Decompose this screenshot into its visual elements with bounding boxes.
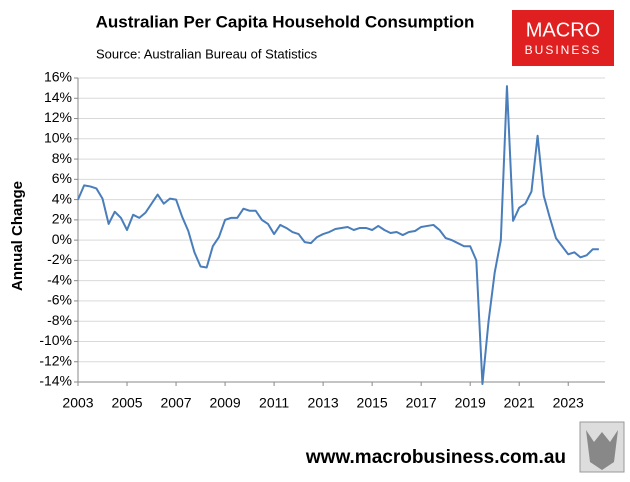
x-tick-label: 2019 (455, 395, 486, 411)
logo-box (512, 10, 614, 66)
x-tick-label: 2005 (111, 395, 142, 411)
x-tick-label: 2009 (209, 395, 240, 411)
x-tick-label: 2021 (504, 395, 535, 411)
y-tick-label: 0% (52, 231, 72, 247)
footer: www.macrobusiness.com.au (305, 447, 566, 468)
chart-subtitle: Source: Australian Bureau of Statistics (96, 46, 318, 61)
logo-text: BUSINESS (525, 43, 602, 57)
x-tick-label: 2023 (553, 395, 584, 411)
x-tick-label: 2015 (357, 395, 388, 411)
x-tick-label: 2017 (406, 395, 437, 411)
x-tick-label: 2013 (308, 395, 339, 411)
x-tick-label: 2007 (160, 395, 191, 411)
chart-title: Australian Per Capita Household Consumpt… (96, 12, 475, 31)
wolf-icon-shape (586, 430, 618, 470)
y-axis-label: Annual Change (9, 181, 26, 291)
y-tick-label: -2% (47, 251, 72, 267)
y-tick-label: -8% (47, 312, 72, 328)
y-tick-label: 12% (44, 109, 72, 125)
x-tick-label: 2003 (62, 395, 93, 411)
y-tick-label: -4% (47, 271, 72, 287)
y-tick-label: 2% (52, 211, 72, 227)
y-tick-label: 14% (44, 89, 72, 105)
logo-text: MACRO (526, 19, 600, 41)
y-tick-label: -10% (39, 332, 72, 348)
y-tick-label: -14% (39, 373, 72, 389)
y-tick-label: -6% (47, 292, 72, 308)
y-tick-label: 8% (52, 150, 72, 166)
line-series (77, 85, 599, 386)
y-tick-label: 6% (52, 170, 72, 186)
x-tick-label: 2011 (259, 395, 289, 411)
y-tick-label: 16% (44, 69, 72, 85)
y-tick-label: 4% (52, 190, 72, 206)
y-tick-label: 10% (44, 130, 72, 146)
y-tick-label: -12% (39, 352, 72, 368)
